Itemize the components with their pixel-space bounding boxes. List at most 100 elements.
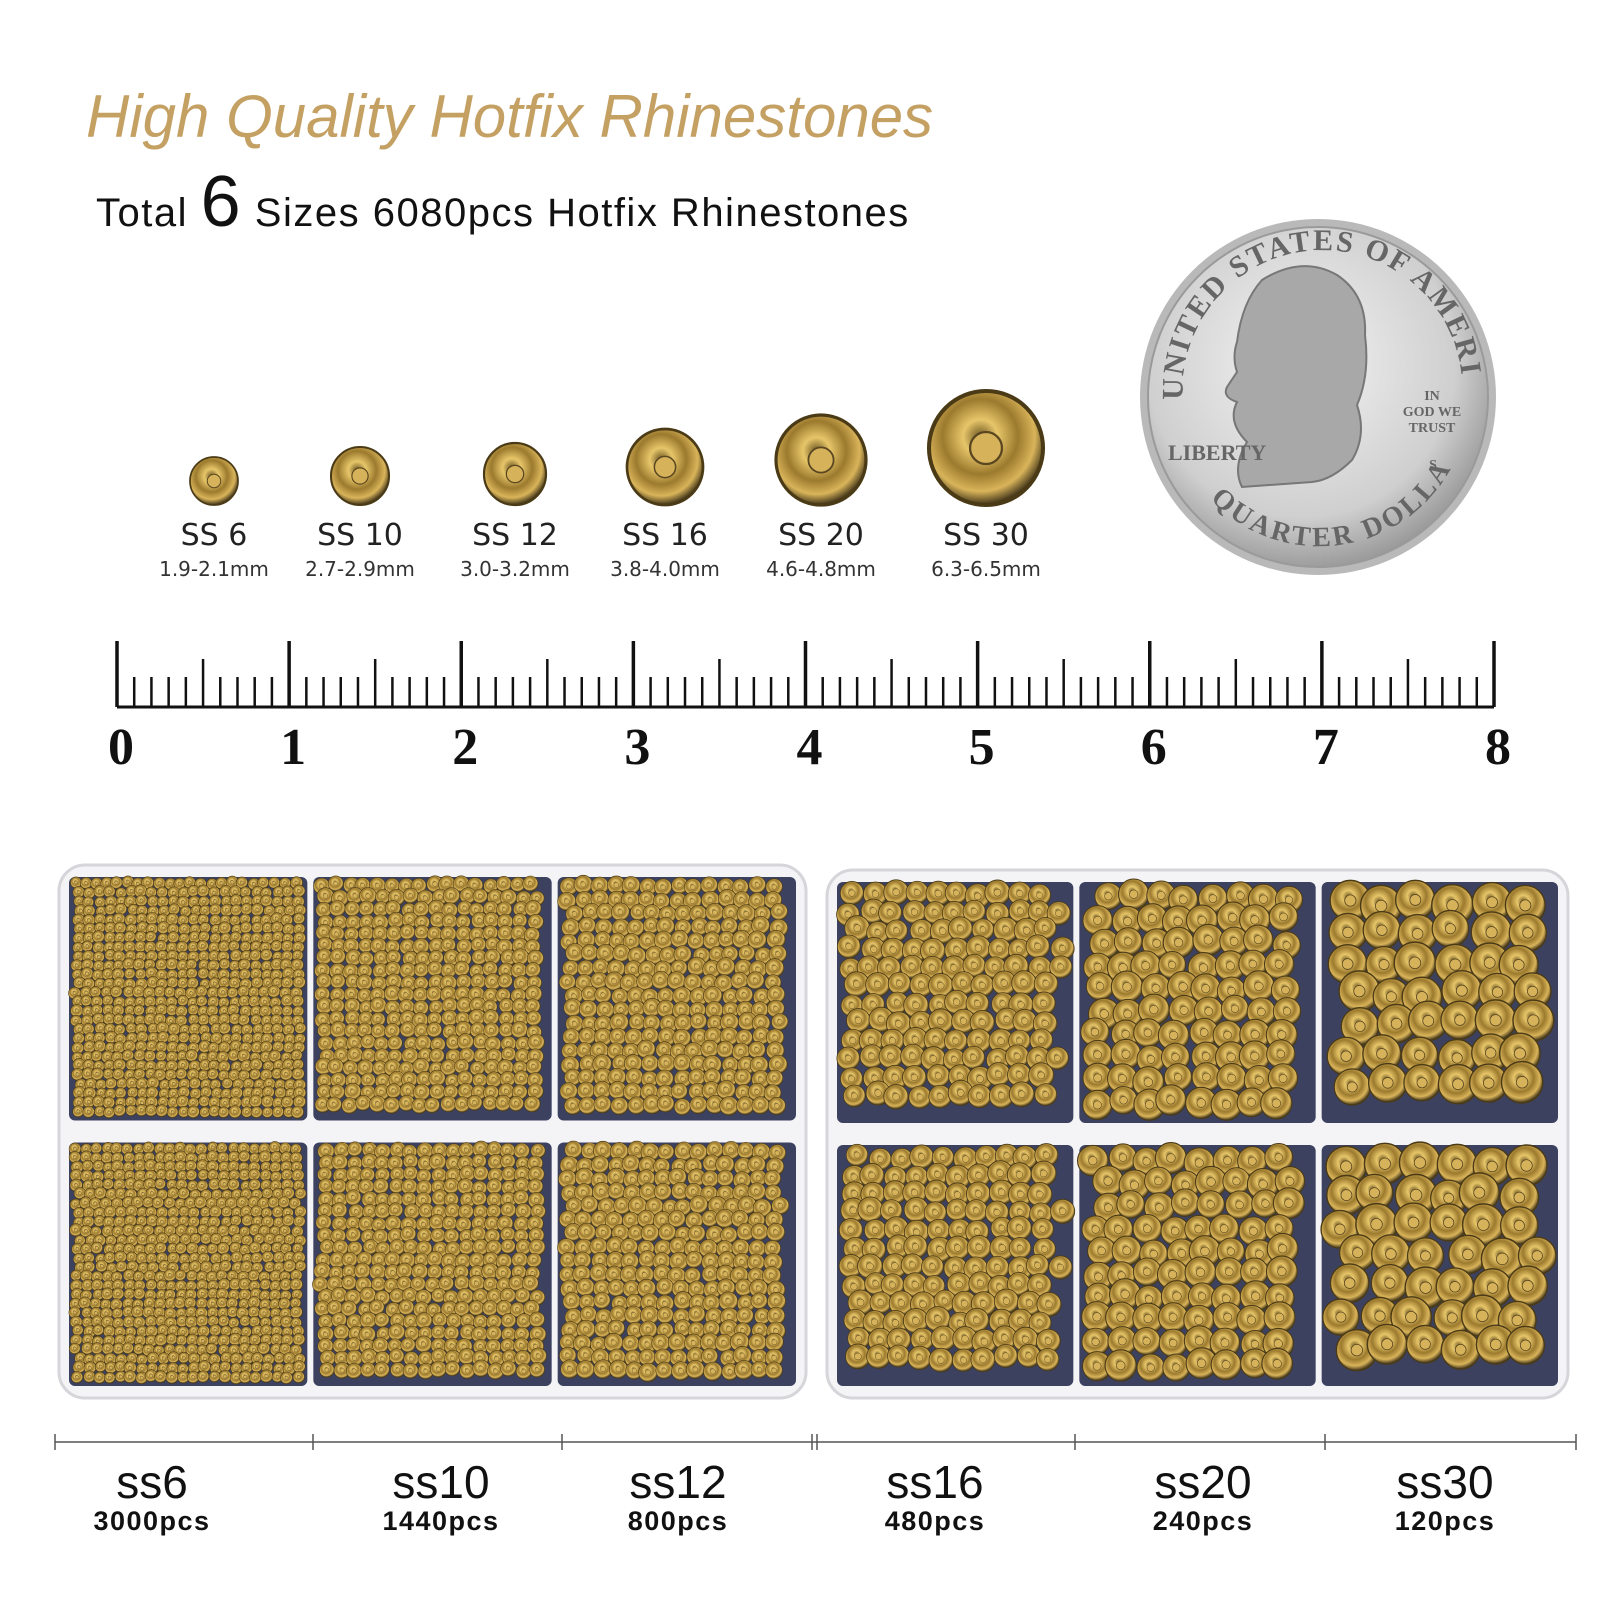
rhinestone-table: [224, 1256, 228, 1261]
rhinestone-table: [364, 920, 370, 925]
rhinestone-table: [437, 894, 443, 900]
rhinestone-table: [99, 1026, 103, 1031]
rhinestone-table: [135, 1200, 140, 1205]
rhinestone-table: [255, 907, 260, 912]
rhinestone-table: [139, 898, 144, 903]
rhinestone-table: [323, 1197, 330, 1203]
rhinestone-table: [565, 1272, 571, 1278]
rhinestone-table: [615, 1034, 621, 1040]
size-range: 6.3-6.5mm: [931, 557, 1041, 581]
rhinestone-table: [73, 1202, 78, 1207]
rhinestone-table: [518, 1016, 524, 1022]
rhinestone-table: [709, 938, 715, 944]
rhinestone-table: [613, 966, 619, 972]
rhinestone-table: [149, 935, 153, 939]
rhinestone-table: [712, 1232, 718, 1238]
rhinestone-table: [338, 1173, 344, 1179]
rhinestone-table: [771, 1355, 777, 1361]
rhinestone-table: [1017, 1090, 1026, 1098]
rhinestone-table: [193, 1091, 198, 1096]
rhinestone-table: [666, 1021, 672, 1027]
rhinestone-table: [93, 1301, 98, 1306]
rhinestone-table: [160, 982, 164, 986]
rhinestone-table: [223, 1364, 227, 1369]
rhinestone-table: [151, 1036, 156, 1041]
rhinestone-table: [476, 1196, 482, 1201]
rhinestone-table: [294, 1273, 299, 1278]
rhinestone-table: [722, 1175, 728, 1181]
rhinestone-table: [363, 931, 369, 936]
rhinestone-table: [222, 1348, 226, 1352]
rhinestone-table: [265, 926, 270, 930]
rhinestone-table: [212, 1063, 216, 1068]
rhinestone-table: [127, 1247, 131, 1251]
rhinestone-table: [202, 899, 206, 904]
rhinestone-table: [773, 1006, 779, 1012]
rhinestone-table: [1002, 925, 1010, 934]
rhinestone-table: [712, 1147, 718, 1153]
rhinestone-table: [741, 992, 747, 998]
rhinestone-table: [583, 1326, 589, 1333]
rhinestone-table: [451, 1161, 457, 1167]
rhinestone-table: [160, 1220, 165, 1224]
rhinestone-table: [82, 1301, 87, 1305]
rhinestone-table: [773, 1298, 780, 1305]
rhinestone-table: [200, 999, 204, 1003]
rhinestone-table: [599, 1286, 605, 1292]
rhinestone-table: [181, 1375, 186, 1380]
rhinestone-table: [261, 880, 265, 885]
rhinestone-table: [95, 1054, 99, 1058]
rhinestone-table: [658, 1340, 664, 1346]
rhinestone-table: [94, 1156, 99, 1161]
rhinestone-table: [158, 1275, 163, 1280]
rhinestone-table: [337, 1198, 343, 1203]
rhinestone-table: [160, 917, 165, 922]
rhinestone-table: [211, 1000, 216, 1005]
rhinestone-table: [94, 1311, 98, 1316]
rhinestone-table: [351, 1232, 356, 1238]
rhinestone-table: [168, 1321, 173, 1326]
rhinestone-table: [619, 1203, 625, 1209]
rhinestone-table: [660, 1175, 667, 1182]
rhinestone-table: [892, 1093, 900, 1101]
rhinestone-table: [738, 936, 745, 943]
rhinestone-table: [215, 1091, 219, 1096]
rhinestone-table: [109, 1192, 114, 1197]
rhinestone-table: [190, 1347, 195, 1352]
rhinestone-table: [886, 909, 894, 917]
rhinestone-table: [350, 1015, 356, 1021]
rhinestone-table: [563, 1244, 570, 1251]
rhinestone-table: [322, 1208, 328, 1214]
rhinestone-table: [84, 990, 89, 995]
rhinestone-table: [772, 1164, 778, 1170]
rhinestone-table: [263, 1303, 268, 1307]
rhinestone-table: [1037, 1036, 1045, 1044]
rhinestone-table: [431, 1308, 436, 1313]
rhinestone-table: [709, 992, 716, 999]
rhinestone-table: [628, 1049, 634, 1055]
rhinestone-table: [222, 962, 227, 966]
rhinestone-table: [78, 1265, 83, 1270]
rhinestone-table: [203, 982, 207, 986]
rhinestone-table: [252, 1300, 256, 1305]
rhinestone-table: [478, 1244, 484, 1250]
rhinestone-table: [137, 1183, 142, 1188]
rhinestone-table: [232, 944, 236, 948]
rhinestone-table: [390, 1005, 396, 1011]
rhinestone-table: [149, 1329, 154, 1334]
rhinestone-table: [488, 1257, 494, 1263]
rhinestone-table: [402, 1281, 407, 1286]
rhinestone-table: [359, 1268, 365, 1274]
rhinestone-table: [109, 1081, 113, 1086]
rhinestone-table: [181, 1367, 185, 1371]
rhinestone-table: [201, 1228, 205, 1232]
rhinestone-table: [128, 1174, 132, 1178]
rhinestone-table: [447, 1015, 453, 1021]
rhinestone-table: [335, 992, 340, 998]
rhinestone-table: [664, 1034, 670, 1040]
rhinestone-table: [157, 1229, 162, 1233]
rhinestone-table: [446, 1065, 451, 1071]
rhinestone-table: [157, 1165, 162, 1170]
rhinestone-table: [224, 936, 228, 941]
rhinestone-table: [221, 1110, 226, 1115]
